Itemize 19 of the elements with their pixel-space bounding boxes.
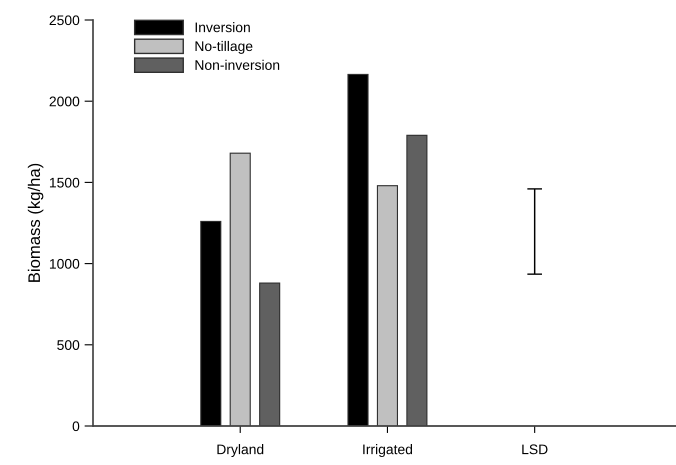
y-axis-title: Biomass (kg/ha) xyxy=(28,164,44,282)
y-tick-label: 1500 xyxy=(50,178,80,188)
y-tick-label: 0 xyxy=(72,421,80,432)
bar xyxy=(230,152,251,426)
y-tick-label: 1000 xyxy=(50,258,80,269)
x-tick-label: Dryland xyxy=(217,444,264,458)
y-tick-label: 2500 xyxy=(50,15,80,26)
legend-label: Inversion xyxy=(196,22,250,32)
legend-label: Non-inversion xyxy=(196,60,280,70)
x-tick-label: LSD xyxy=(522,444,548,454)
legend-label: No-tillage xyxy=(196,40,252,54)
bar xyxy=(347,74,369,426)
bar xyxy=(259,282,280,426)
x-tick-label: Irrigated xyxy=(363,444,412,458)
bar xyxy=(376,185,398,426)
bar xyxy=(406,134,428,426)
bar xyxy=(200,220,222,426)
y-tick-label: 2000 xyxy=(50,96,80,106)
y-tick-label: 500 xyxy=(57,340,80,350)
